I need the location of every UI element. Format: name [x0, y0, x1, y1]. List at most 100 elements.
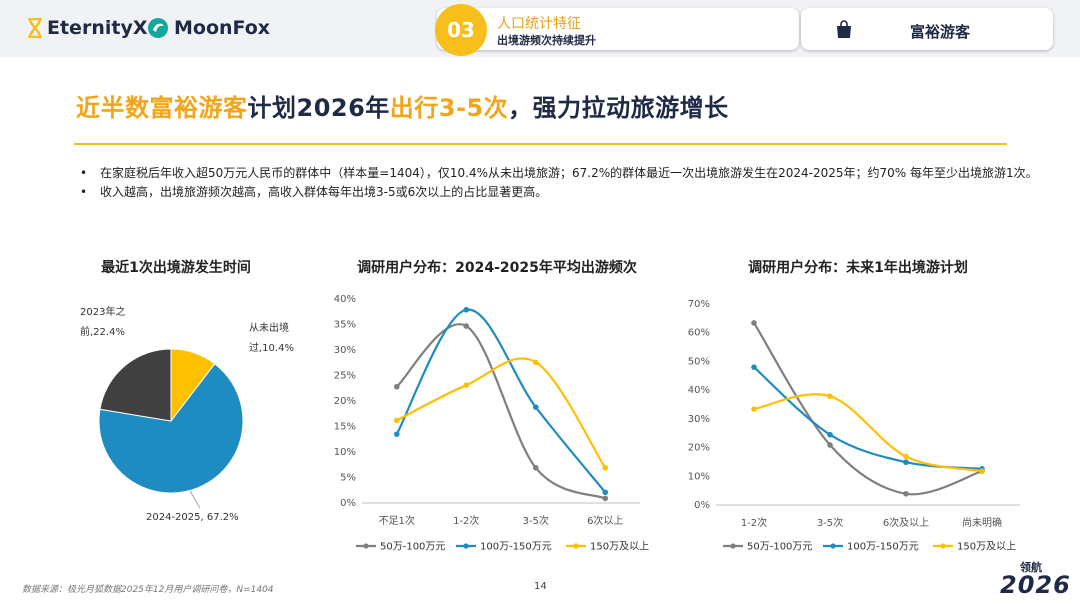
title-highlight-1: 近半数富裕游客 — [76, 94, 248, 122]
chart1-ytick: 20% — [334, 396, 356, 407]
chart2-legend-marker — [730, 543, 736, 549]
pie-label-never-line2: 过,10.4% — [249, 341, 294, 354]
chart1-xtick: 不足1次 — [379, 514, 415, 527]
chart2-xtick: 尚未明确 — [962, 516, 1002, 529]
bullet-item: 收入越高，出境旅游频次越高，高收入群体每年出境3-5或6次以上的占比显著更高。 — [80, 183, 1050, 202]
pie-slice-1 — [98, 363, 244, 494]
chart1-series-line-2 — [396, 357, 607, 469]
chart1-point-2 — [393, 417, 400, 424]
chart1-legend-label: 50万-100万元 — [380, 542, 445, 553]
section-subtitle: 出境游频次持续提升 — [497, 34, 596, 47]
section-number: 03 — [435, 4, 487, 56]
chart1-point-2 — [532, 359, 539, 366]
chart2-point-0 — [827, 442, 833, 448]
chart2-ytick: 30% — [688, 414, 710, 425]
line-chart-2-title: 调研用户分布：未来1年出境游计划 — [748, 259, 968, 276]
pie-label-before-2023-line2: 前,22.4% — [80, 325, 125, 338]
chart1-legend-marker — [463, 543, 469, 549]
chart1-ytick: 25% — [334, 371, 356, 382]
chart2-series-line-0 — [753, 322, 983, 496]
chart1-ytick: 15% — [334, 422, 356, 433]
chart1-xtick: 3-5次 — [523, 514, 549, 527]
title-highlight-2: 出行3-5次 — [389, 94, 509, 122]
eternityx-logo: EternityX — [28, 17, 147, 39]
chart1-ytick: 5% — [340, 473, 356, 484]
chart1-ytick: 0% — [340, 498, 356, 509]
chart1-xtick: 1-2次 — [453, 514, 479, 527]
chart1-ytick: 10% — [334, 447, 356, 458]
page-title: 近半数富裕游客计划2026年出行3-5次，强力拉动旅游增长 — [76, 88, 729, 123]
chart2-ytick: 10% — [688, 471, 710, 482]
chart1-legend-label: 150万及以上 — [590, 541, 649, 553]
chart2-legend-marker — [830, 543, 836, 549]
hourglass-icon — [28, 18, 42, 38]
chart1-series-line-0 — [395, 323, 606, 500]
source-footnote: 数据来源：极光月狐数据2025年12月用户调研问卷，N=1404 — [22, 585, 274, 595]
chart1-point-2 — [602, 465, 609, 471]
chart1-ytick: 40% — [334, 294, 356, 305]
chart2-point-2 — [979, 468, 985, 474]
line-chart-1-title: 调研用户分布：2024-2025年平均出游频次 — [357, 259, 637, 276]
chart2-xtick: 1-2次 — [741, 516, 767, 529]
title-text-1: 计划2026年 — [247, 94, 390, 122]
chart1-ytick: 30% — [334, 345, 356, 356]
moonfox-icon — [148, 18, 168, 38]
badge-year: 2026 — [1000, 571, 1071, 599]
chart1-point-0 — [602, 495, 609, 502]
chart1-series-line-1 — [395, 308, 607, 493]
chart2-ytick: 20% — [688, 443, 710, 454]
bullet-item: 在家庭税后年收入超50万元人民币的群体中（样本量=1404），仅10.4%从未出… — [80, 164, 1050, 183]
pie-leader-line — [189, 490, 201, 509]
chart2-point-2 — [751, 406, 757, 412]
chart2-point-1 — [903, 459, 909, 466]
chart2-point-1 — [751, 364, 757, 370]
bullet-list: 在家庭税后年收入超50万元人民币的群体中（样本量=1404），仅10.4%从未出… — [80, 164, 1050, 202]
section-tab[interactable]: 03 人口统计特征 出境游频次持续提升 — [435, 4, 799, 56]
chart2-ytick: 40% — [688, 385, 710, 396]
shopping-bag-icon — [837, 20, 851, 38]
segment-label: 富裕游客 — [909, 23, 970, 41]
chart1-point-1 — [602, 489, 609, 496]
chart1-point-0 — [393, 383, 400, 390]
segment-tab[interactable]: 富裕游客 — [801, 8, 1053, 50]
chart2-legend-label: 50万-100万元 — [747, 542, 812, 553]
line-chart-2: 0% 10% 20% 30% 40% 50% 60% 70% 1-2次 3-5次 6次及以上 尚未明确… — [688, 299, 1020, 553]
chart1-point-1 — [393, 431, 400, 437]
brand-badge: 领航 2026 — [996, 559, 1070, 601]
chart1-point-1 — [463, 306, 470, 313]
line-chart-1: 0% 5% 10% 15% 20% 25% 30% 35% 40% 不足1次 1-2次 3-5次 6次以… — [334, 294, 649, 553]
chart2-ytick: 0% — [694, 500, 710, 511]
chart1-legend-marker — [573, 543, 579, 549]
title-text-2: ，强力拉动旅游增长 — [508, 94, 729, 122]
page-number: 14 — [534, 581, 547, 592]
chart1-point-2 — [463, 382, 470, 388]
chart2-point-2 — [903, 453, 909, 460]
chart1-point-1 — [532, 404, 539, 410]
pie-label-before-2023-line1: 2023年之 — [80, 305, 125, 318]
brand-eternityx: EternityX — [47, 17, 148, 39]
moonfox-logo: MoonFox — [147, 17, 270, 39]
chart2-point-0 — [751, 320, 757, 326]
section-title: 人口统计特征 — [497, 16, 581, 32]
chart2-legend-label: 150万及以上 — [957, 541, 1016, 553]
chart2-xtick: 6次及以上 — [883, 516, 929, 529]
title-divider — [74, 143, 1007, 145]
chart1-xtick: 6次以上 — [587, 514, 623, 527]
pie-slice-2 — [99, 348, 172, 422]
chart2-point-2 — [827, 393, 833, 399]
brand-moonfox: MoonFox — [174, 17, 271, 39]
chart2-legend-marker — [940, 543, 946, 549]
pie-label-never-line1: 从未出境 — [249, 321, 289, 334]
chart2-legend-label: 100万-150万元 — [847, 542, 919, 553]
chart1-legend-marker — [363, 543, 369, 549]
chart2-ytick: 70% — [688, 299, 710, 310]
chart2-series-line-2 — [753, 393, 983, 473]
chart2-point-1 — [827, 431, 833, 438]
pie-chart-title: 最近1次出境游发生时间 — [101, 259, 251, 276]
chart2-ytick: 50% — [688, 356, 710, 367]
pie-label-2024-2025: 2024-2025, 67.2% — [146, 512, 239, 523]
chart1-point-0 — [463, 323, 470, 329]
chart2-xtick: 3-5次 — [817, 516, 843, 529]
chart1-point-0 — [532, 465, 539, 471]
